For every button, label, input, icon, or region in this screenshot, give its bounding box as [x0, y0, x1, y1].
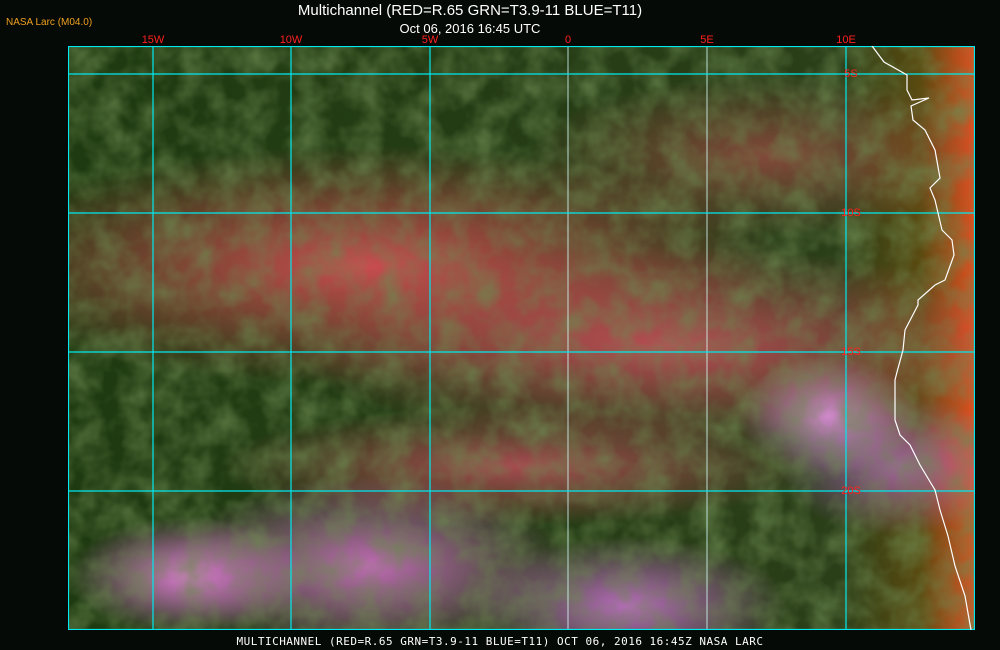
cloud-texture: [68, 46, 975, 630]
longitude-label: 10W: [279, 34, 303, 46]
longitude-label: 5W: [421, 34, 439, 46]
latitude-label: 5S: [844, 68, 858, 80]
latitude-label: 10S: [841, 207, 861, 219]
image-title: Multichannel (RED=R.65 GRN=T3.9-11 BLUE=…: [297, 2, 643, 19]
org-label: NASA Larc (M04.0): [6, 17, 93, 28]
image-timestamp: Oct 06, 2016 16:45 UTC: [399, 21, 541, 36]
map-overlay: [68, 46, 975, 630]
latitude-label: 15S: [841, 346, 861, 358]
latitude-label: 20S: [841, 485, 861, 497]
coastline: [871, 46, 972, 630]
longitude-label: 10E: [836, 34, 856, 46]
longitude-label: 15W: [141, 34, 165, 46]
longitude-label: 5E: [700, 34, 714, 46]
longitude-label: 0: [564, 34, 572, 46]
footer-caption: MULTICHANNEL (RED=R.65 GRN=T3.9-11 BLUE=…: [236, 635, 764, 648]
image-border: [68, 46, 975, 630]
